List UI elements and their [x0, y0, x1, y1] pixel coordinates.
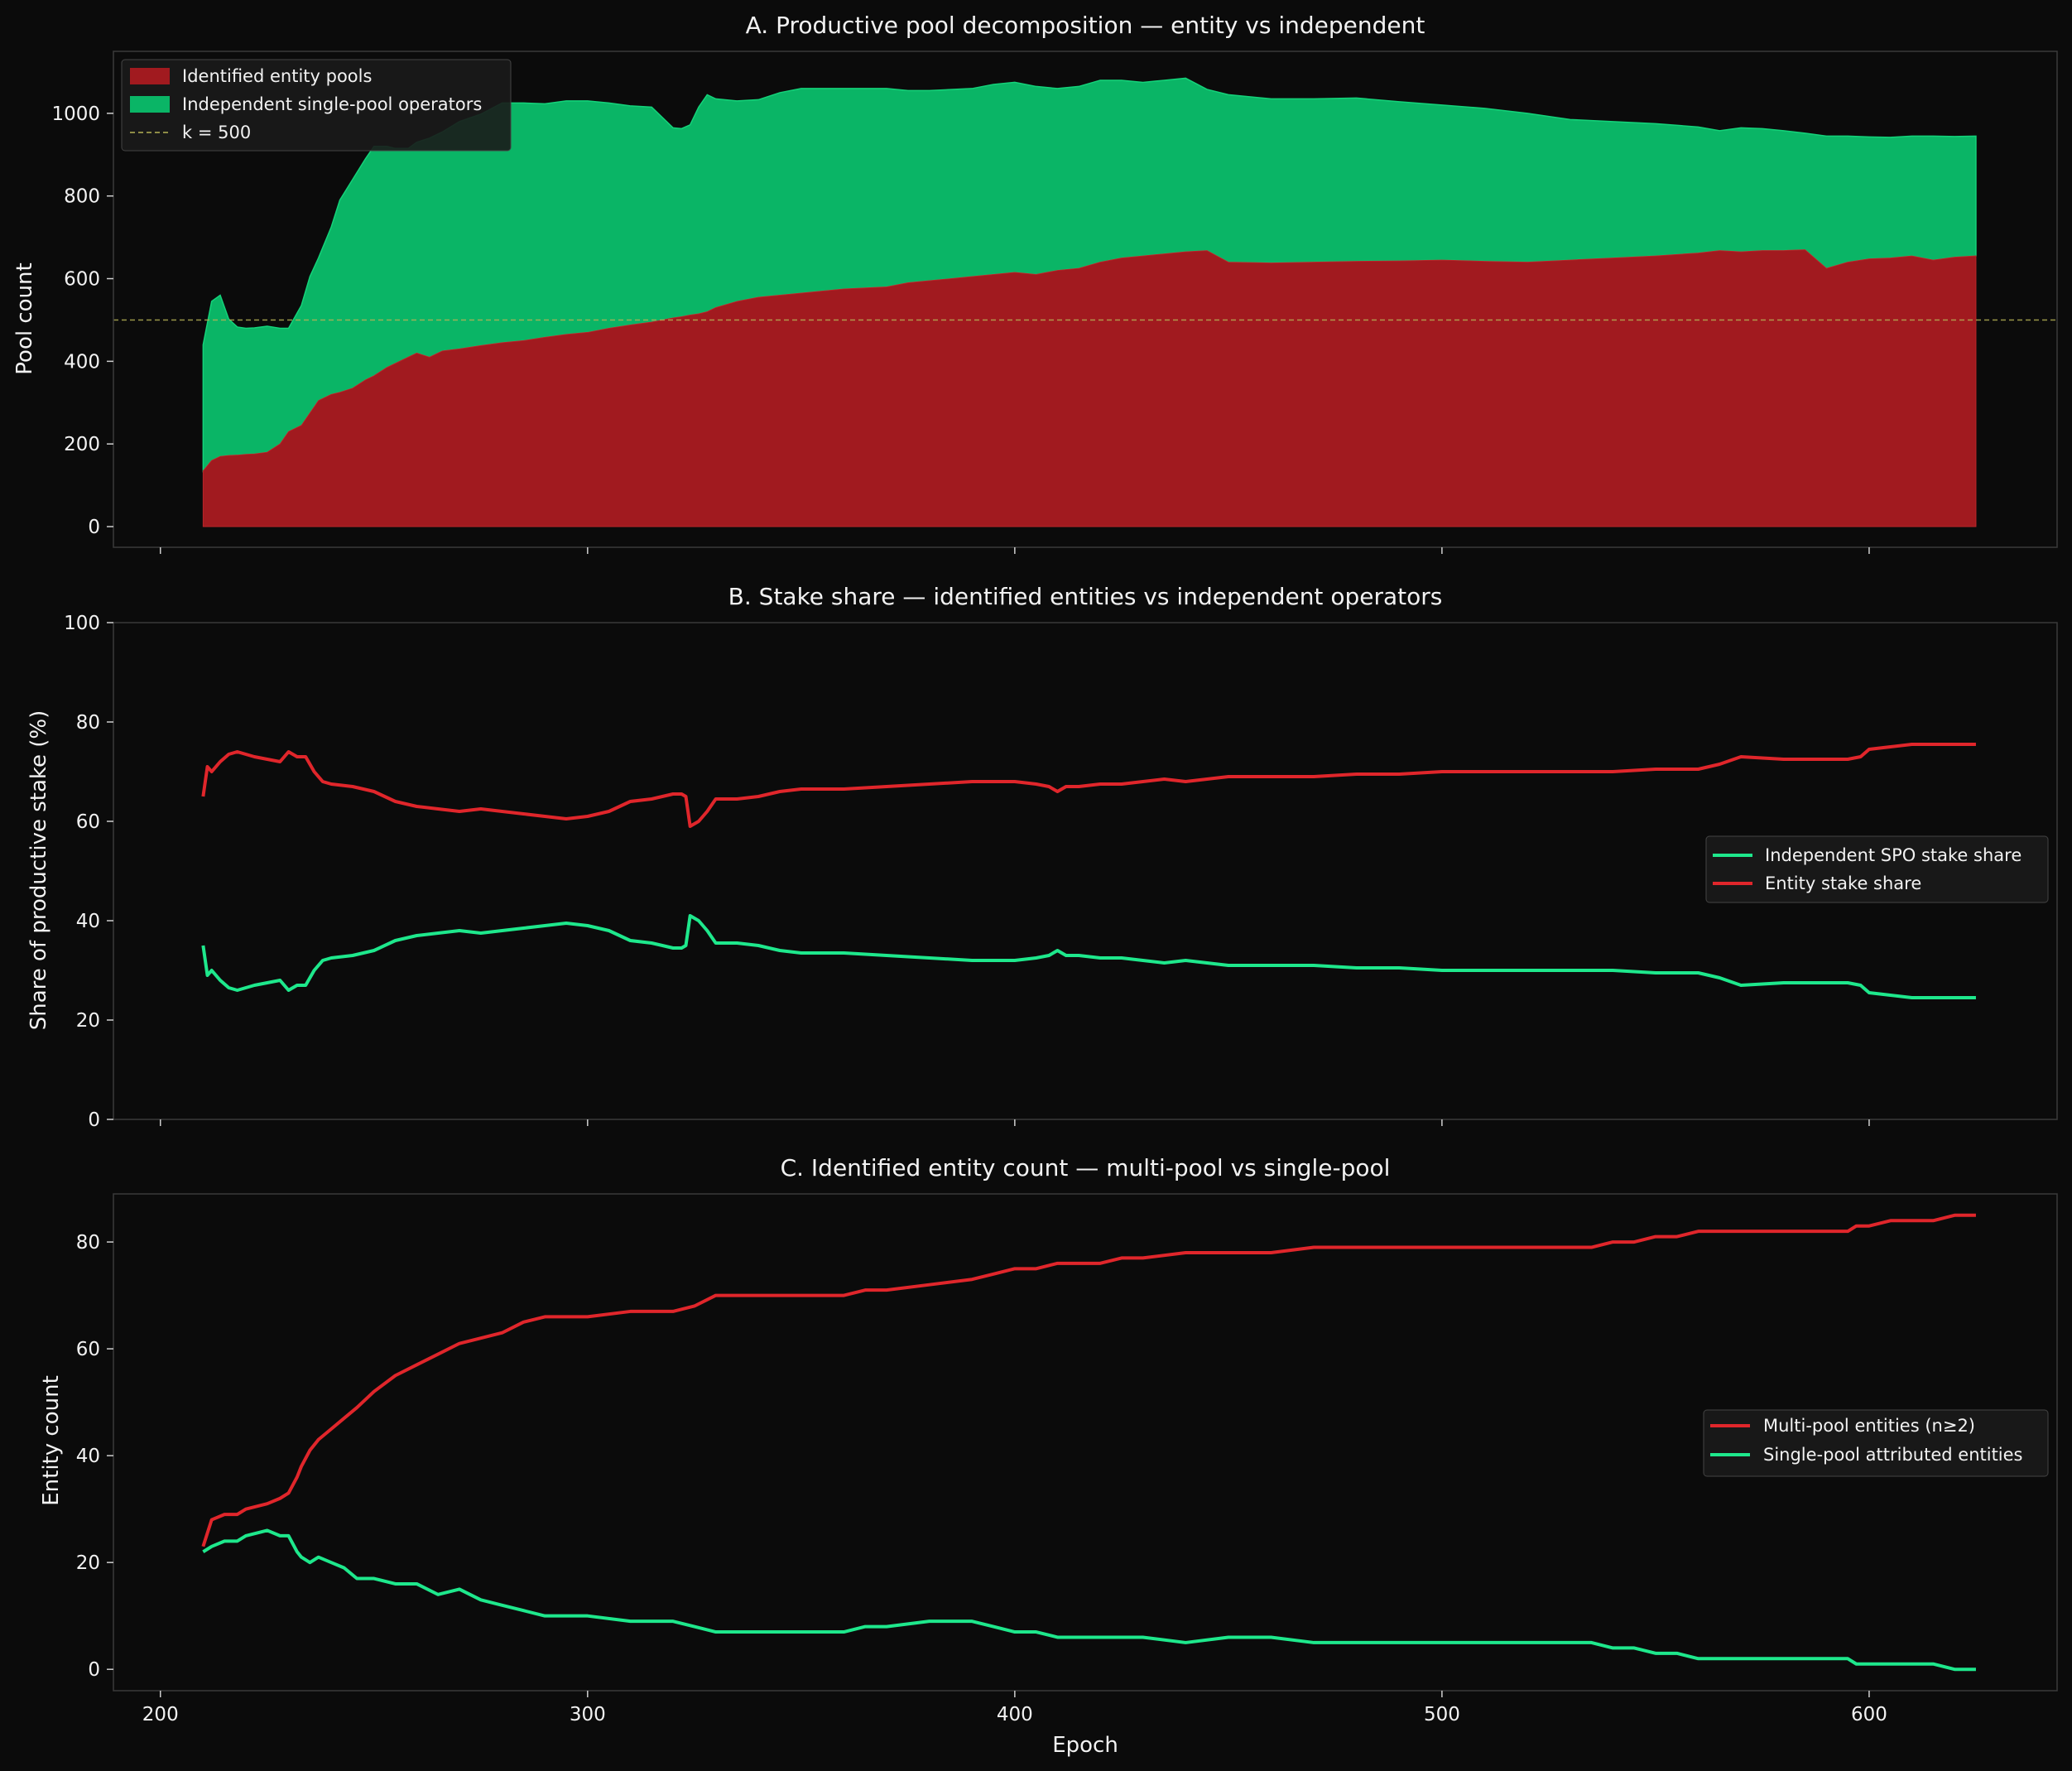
panel-c-y-tick-label: 80 [76, 1232, 100, 1254]
panel-b-y-tick-label: 40 [76, 911, 100, 932]
panel-b-axes-frame [113, 622, 2058, 1120]
legend-label-entity-stake-share: Entity stake share [1765, 873, 1921, 893]
legend-swatch-entity-pools [130, 68, 170, 84]
panel-c-y-axis-label: Entity count [39, 1375, 64, 1506]
panel-c-legend: Multi-pool entities (n≥2) Single-pool at… [1703, 1409, 2049, 1477]
panel-c-x-tick-label: 300 [570, 1704, 606, 1725]
panel-a-y-tick-label: 1000 [51, 103, 100, 125]
panel-a-axes-frame [113, 51, 2058, 548]
legend-swatch-independent-operators [130, 96, 170, 113]
panel-c: 0 20 40 60 80 200 300 400 500 600 C. Identified e… [39, 1154, 2058, 1758]
panel-c-x-tick-label: 200 [142, 1704, 179, 1725]
panel-a-legend: Identified entity pools Independent sing… [121, 59, 512, 152]
panel-c-y-tick-label: 0 [88, 1659, 100, 1681]
legend-label-multi-pool-entities: Multi-pool entities (n≥2) [1763, 1416, 1975, 1436]
panel-b-legend-box [1705, 835, 2049, 903]
panel-c-x-tick-label: 500 [1424, 1704, 1460, 1725]
panel-c-plot-area [201, 1213, 1976, 1672]
panel-c-y-tick-label: 60 [76, 1339, 100, 1360]
legend-label-entity-pools: Identified entity pools [182, 66, 372, 86]
panel-b: 0 20 40 60 80 100 B. Stake share — identified… [26, 583, 2058, 1131]
panel-c-axes: 0 20 40 60 80 200 300 400 500 600 [76, 1193, 2058, 1725]
legend-label-single-pool-entities: Single-pool attributed entities [1763, 1445, 2023, 1465]
panel-c-legend-box [1703, 1409, 2049, 1477]
legend-label-independent-stake-share: Independent SPO stake share [1765, 845, 2022, 865]
panel-a: 0 200 400 600 800 1000 A. Productive pool dec… [12, 12, 2058, 554]
panel-a-y-axis-label: Pool count [12, 262, 37, 374]
panel-c-y-tick-label: 20 [76, 1552, 100, 1574]
panel-a-y-tick-label: 600 [64, 269, 100, 291]
panel-b-axes: 0 20 40 60 80 100 [64, 613, 2058, 1131]
panel-b-legend: Independent SPO stake share Entity stake… [1705, 835, 2049, 903]
panel-a-plot-area [113, 77, 2057, 527]
panel-a-y-tick-label: 400 [64, 351, 100, 373]
panel-a-legend-box [121, 59, 512, 152]
panel-a-y-tick-label: 800 [64, 186, 100, 208]
panel-c-x-tick-label: 400 [997, 1704, 1033, 1725]
panel-b-plot-area [201, 743, 1976, 999]
area-identified-entity-pools [202, 249, 1977, 527]
line-entity-stake-share [201, 743, 1976, 828]
panel-b-y-tick-label: 20 [76, 1010, 100, 1032]
panel-b-y-tick-label: 100 [64, 613, 100, 634]
panel-b-y-tick-label: 0 [88, 1109, 100, 1131]
line-single-pool-attributed-entities [202, 1528, 1976, 1672]
panel-b-title: B. Stake share — identified entities vs … [728, 583, 1443, 610]
line-independent-spo-stake-share [201, 914, 1976, 999]
panel-a-title: A. Productive pool decomposition — entit… [746, 12, 1425, 39]
panel-a-y-tick-label: 0 [88, 517, 100, 538]
line-multi-pool-entities-n-2 [201, 1213, 1976, 1547]
legend-label-independent-operators: Independent single-pool operators [182, 94, 482, 114]
panel-b-y-axis-label: Share of productive stake (%) [26, 710, 51, 1031]
legend-label-k-line: k = 500 [182, 123, 251, 142]
panel-a-y-tick-label: 200 [64, 434, 100, 455]
panel-c-x-tick-label: 600 [1851, 1704, 1887, 1725]
panel-c-axes-frame [113, 1193, 2058, 1692]
panel-b-y-tick-label: 60 [76, 811, 100, 833]
panel-c-x-axis-label: Epoch [1052, 1733, 1118, 1758]
panel-c-y-tick-label: 40 [76, 1446, 100, 1467]
panel-c-title: C. Identified entity count — multi-pool … [781, 1154, 1391, 1181]
panel-b-y-tick-label: 80 [76, 712, 100, 734]
panel-a-axes: 0 200 400 600 800 1000 [51, 51, 2058, 554]
